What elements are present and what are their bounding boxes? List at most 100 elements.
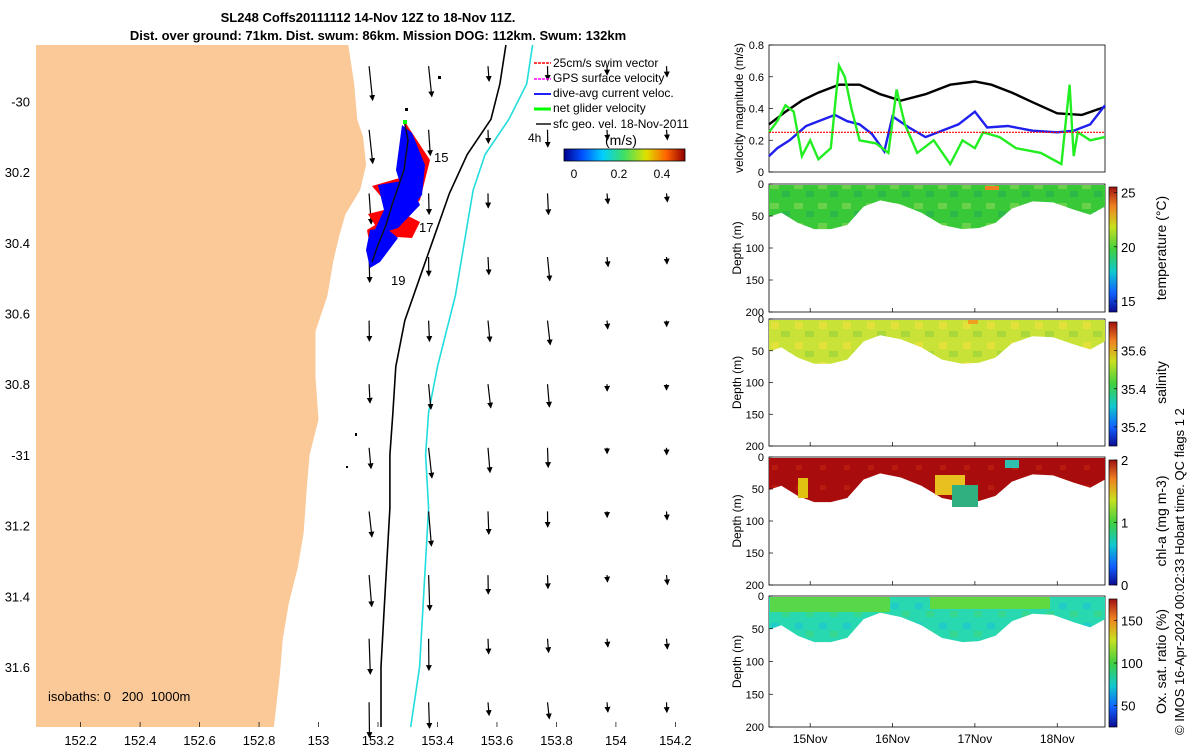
section-y-tick-label: 150 <box>746 409 764 421</box>
geo-velocity-arrow <box>368 129 376 165</box>
geo-velocity-arrow <box>428 66 435 98</box>
geo-velocity-arrow <box>546 320 553 346</box>
section-colorbar-label: chl-a (mg m-3) <box>1153 475 1169 566</box>
geo-velocity-arrow <box>486 447 493 474</box>
geo-velocity-arrow <box>366 384 373 404</box>
map-x-tick-label: 152.8 <box>243 733 276 748</box>
isobath-200m-line <box>380 44 507 727</box>
geo-velocity-arrow <box>487 384 494 409</box>
velocity-y-tick-label: 0 <box>758 167 764 179</box>
geo-velocity-arrow <box>604 256 611 268</box>
map-x-tick-label: 154 <box>605 733 627 748</box>
net-glider-track <box>371 119 409 263</box>
geo-velocity-arrow <box>546 256 553 282</box>
legend-gps-velocity: GPS surface velocity <box>553 71 664 85</box>
geo-velocity-arrow <box>604 320 611 330</box>
velocity-y-tick-label: 0.6 <box>749 72 764 84</box>
geo-velocity-arrow <box>663 66 670 78</box>
map-x-tick-label: 152.6 <box>183 733 216 748</box>
isobath-1000m-line <box>409 44 534 728</box>
map-panel: 15 17 19 25cm/s swim vector GPS surface … <box>5 44 720 748</box>
section-y-tick-label: 100 <box>746 243 764 255</box>
velocity-y-axis: 0 0.2 0.4 0.6 0.8 <box>749 40 773 179</box>
section-colorbar-label: Ox. sat. ratio (%) <box>1153 609 1169 714</box>
map-x-axis: 152.2 152.4 152.6 152.8 153 153.2 153.4 153.6 15… <box>64 722 692 748</box>
map-y-tick-label: -31 <box>11 448 30 463</box>
map-y-tick-label: 31.6 <box>5 660 30 675</box>
geo-velocity-arrow <box>485 702 492 717</box>
map-colorbar-label: (m/s) <box>605 132 637 148</box>
geo-velocity-arrow <box>428 447 435 479</box>
section-x-tick-label: 18Nov <box>1040 732 1075 746</box>
geo-velocity-arrow <box>426 129 433 157</box>
geo-velocity-arrow <box>663 638 670 650</box>
section-y-label: Depth (m) <box>730 356 744 409</box>
geo-velocity-arrow <box>604 638 611 648</box>
coastal-rocks <box>346 76 441 468</box>
geo-velocity-arrow <box>545 447 552 469</box>
velocity-series-line <box>768 80 1106 126</box>
map-colorbar <box>563 148 686 162</box>
section-y-tick-label: 100 <box>746 516 764 528</box>
section-colorbar-tick-label: 0 <box>1121 578 1128 593</box>
section-colorbar-tick-label: 25 <box>1121 185 1135 200</box>
legend-swim-vector: 25cm/s swim vector <box>553 56 658 70</box>
credit-text: © IMOS 16-Apr-2024 00:02:33 Hobart time.… <box>1172 408 1187 735</box>
geo-velocity-arrow <box>663 575 670 586</box>
velocity-series-line <box>768 61 1106 167</box>
section-y-tick-label: 50 <box>752 624 764 636</box>
geo-velocity-arrow <box>604 575 611 583</box>
section-panel: 0 50 100 150 200 Depth (m) 0 1 2 chl-a (mg m-3) <box>730 452 1169 593</box>
geo-velocity-arrow <box>485 511 492 535</box>
geo-velocity-arrow <box>427 384 434 410</box>
section-panel: 0 50 100 150 200 Depth (m) 15Nov 16Nov 17Nov 18No… <box>730 591 1169 746</box>
velocity-y-tick-label: 0.8 <box>749 40 764 52</box>
section-y-tick-label: 50 <box>752 484 764 496</box>
geo-velocity-arrow <box>426 320 433 343</box>
geo-velocity-arrow <box>367 193 374 225</box>
vector-scale-label: 4h <box>528 131 541 145</box>
geo-velocity-arrow <box>486 320 493 343</box>
section-data-patch <box>770 597 890 612</box>
geo-velocity-arrow <box>663 129 670 141</box>
geo-velocity-vectors <box>366 66 670 739</box>
section-y-tick-label: 0 <box>758 314 764 326</box>
section-y-tick-label: 200 <box>746 307 764 319</box>
figure-title-line-2: Dist. over ground: 71km. Dist. swum: 86k… <box>129 28 627 43</box>
geo-velocity-arrow <box>663 193 670 203</box>
map-x-tick-label: 153 <box>308 733 330 748</box>
velocity-series-line <box>768 104 1106 157</box>
section-colorbar-tick-label: 1 <box>1121 516 1128 531</box>
section-data-field <box>769 320 1105 364</box>
section-colorbar <box>1108 321 1118 447</box>
map-colorbar-tick: 0 <box>571 167 578 181</box>
section-colorbar-label: temperature (°C) <box>1153 196 1169 300</box>
geo-velocity-arrow <box>425 193 432 216</box>
section-colorbar-tick-label: 150 <box>1121 613 1143 628</box>
geo-velocity-arrow <box>426 575 433 612</box>
isobaths-label: isobaths: 0 200 1000m <box>48 689 190 704</box>
day-label: 15 <box>434 150 448 165</box>
geo-velocity-arrow <box>428 511 434 547</box>
map-x-tick-label: 153.4 <box>421 733 454 748</box>
section-y-tick-label: 100 <box>746 378 764 390</box>
geo-velocity-arrow <box>663 511 670 521</box>
geo-velocity-arrow <box>545 384 552 408</box>
figure-title-line-1: SL248 Coffs20111112 14-Nov 12Z to 18-Nov… <box>220 10 516 25</box>
geo-velocity-arrow <box>544 575 551 590</box>
legend-sfc-geo-vel: sfc geo. vel. 18-Nov-2011 <box>553 117 689 131</box>
section-colorbar-tick-label: 100 <box>1121 656 1143 671</box>
section-x-tick-label: 15Nov <box>793 732 828 746</box>
section-colorbar-tick-label: 50 <box>1121 699 1135 714</box>
section-y-tick-label: 0 <box>758 179 764 191</box>
map-y-tick-label: -30 <box>11 95 30 110</box>
geo-velocity-arrow <box>368 66 376 102</box>
section-data-patch <box>952 485 978 507</box>
section-y-tick-label: 200 <box>746 722 764 734</box>
section-y-label: Depth (m) <box>730 221 744 274</box>
geo-velocity-arrow <box>604 702 611 713</box>
section-colorbar-tick-label: 35.4 <box>1121 382 1146 397</box>
legend-net-glider: net glider velocity <box>553 101 646 115</box>
